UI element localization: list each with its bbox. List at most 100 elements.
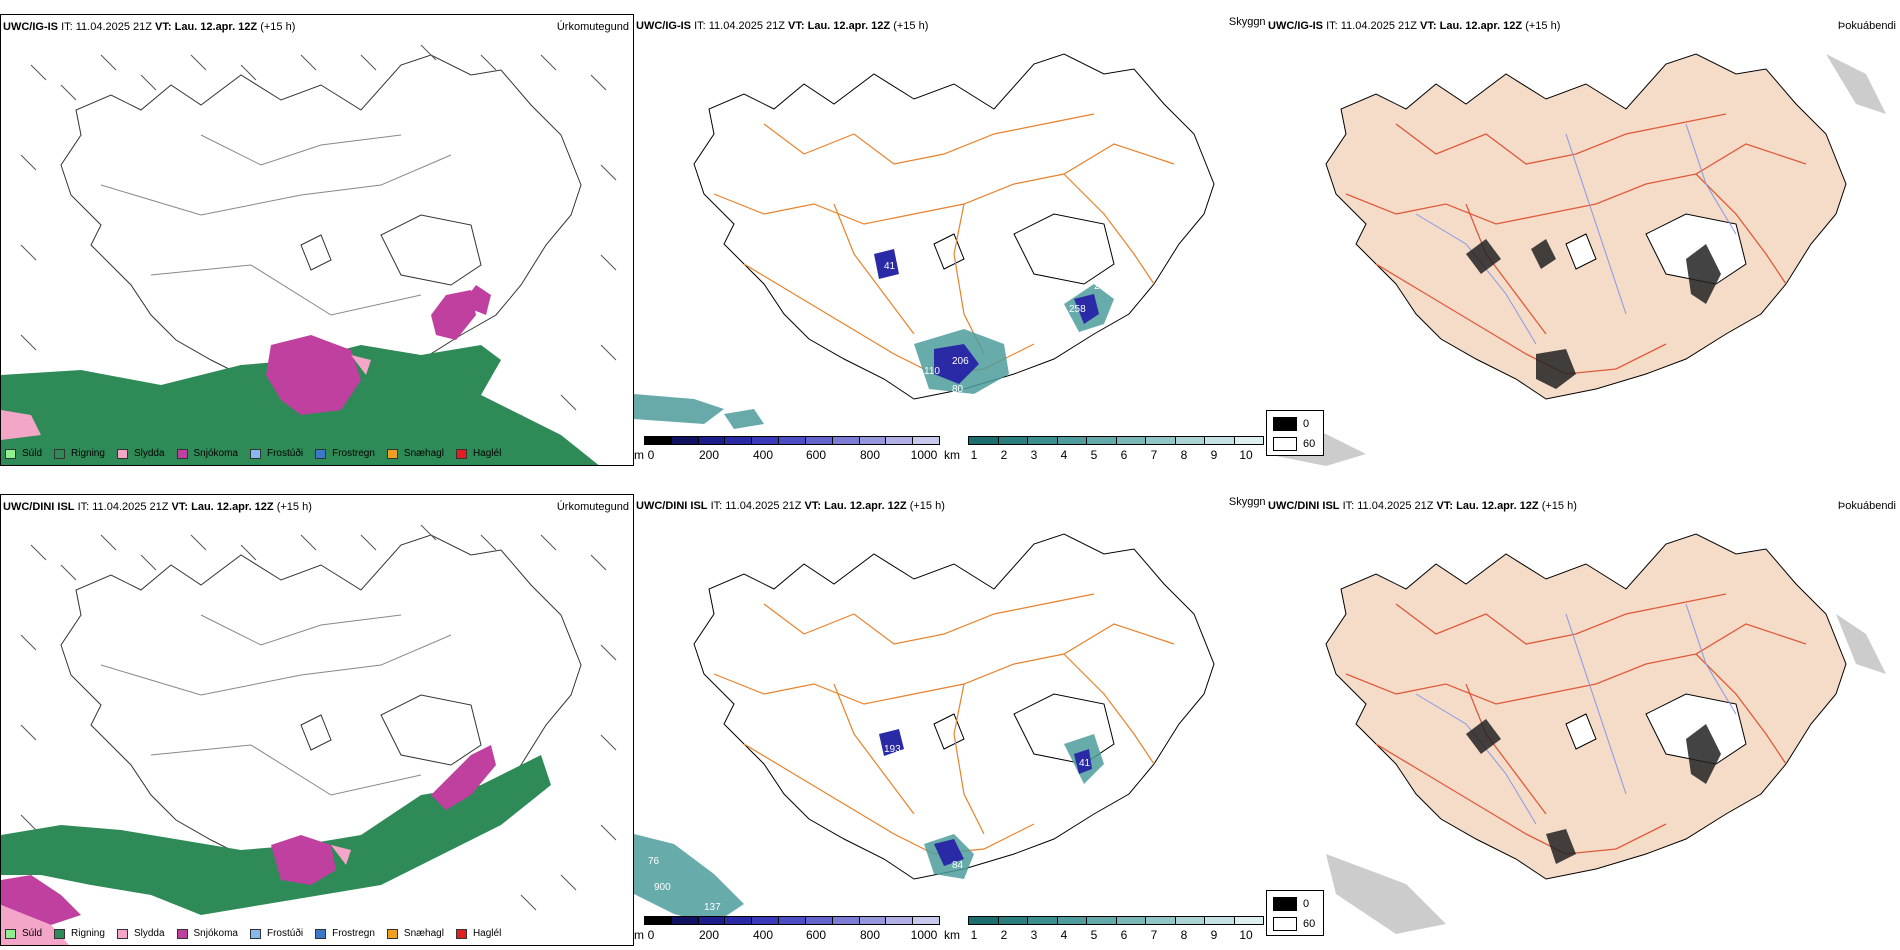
cloud-base-label: 206 — [952, 356, 969, 367]
legend-label: Frostúði — [266, 928, 304, 939]
road-network — [713, 593, 1175, 855]
glacier-outline — [1565, 713, 1597, 750]
visibility-colorbar: km 1 2 3 4 5 6 7 8 9 10 — [944, 436, 1266, 466]
colorbar-tick: 7 — [1150, 928, 1158, 942]
colorbar-tick: 200 — [698, 928, 720, 942]
panel-header: UWC/DINI ISL IT: 11.04.2025 21Z VT: Lau.… — [1268, 500, 1577, 512]
panel-header: UWC/DINI ISL IT: 11.04.2025 21Z VT: Lau.… — [3, 501, 312, 513]
road-network — [1345, 113, 1807, 375]
init-time: IT: 11.04.2025 21Z — [710, 500, 802, 512]
cloud-base-labels: 112 110 244 80 69 206 202 258 73 41 — [674, 261, 1111, 437]
legend-swatch — [5, 928, 16, 939]
glacier-outline — [1013, 693, 1115, 765]
panel-header: UWC/IG-IS IT: 11.04.2025 21Z VT: Lau. 12… — [3, 21, 295, 33]
cloud-base-label: 47 — [744, 866, 756, 877]
colorbar-unit: m — [634, 928, 644, 942]
legend-item: Frostregn — [315, 928, 375, 939]
legend-swatch — [455, 928, 467, 939]
fog-legend-swatch — [1273, 437, 1297, 451]
init-time: IT: 11.04.2025 21Z — [1342, 500, 1434, 512]
cloud-base-label: 69 — [962, 398, 974, 409]
legend-swatch — [455, 448, 467, 459]
fog-legend-swatch — [1273, 917, 1297, 931]
legend-item: Slydda — [116, 448, 165, 459]
colorbar-tick: 3 — [1030, 448, 1038, 462]
legend-label: Frostúði — [266, 448, 304, 459]
legend-item: Rigning — [54, 448, 105, 459]
legend-item: Súld — [5, 448, 42, 459]
panel-title: Þokuábendi — [1837, 500, 1896, 512]
colorbar-bar — [644, 916, 940, 925]
cloudbase-visibility-map-panel: 193 84 76 900 137 47 41 UWC/DINI ISL IT:… — [634, 494, 1266, 946]
colorbar-tick: 8 — [1180, 928, 1188, 942]
legend-label: Snjókoma — [193, 448, 238, 459]
fog-legend-label: 0 — [1303, 898, 1310, 910]
legend-label: Snæhagl — [403, 448, 444, 459]
fog-legend-swatch — [1273, 417, 1297, 431]
colorbar-unit: km — [944, 448, 960, 462]
legend-label: Haglél — [472, 448, 502, 459]
colorbar-bar — [968, 916, 1264, 925]
colorbar-tick: 2 — [1000, 448, 1008, 462]
legend-item: Haglél — [455, 448, 502, 459]
legend-swatch — [5, 448, 16, 459]
colorbar-tick: 8 — [1180, 448, 1188, 462]
valid-time: VT: Lau. 12.apr. 12Z — [1436, 500, 1539, 512]
legend-item: Snæhagl — [386, 928, 444, 939]
legend-swatch — [249, 928, 261, 939]
fog-index-map-panel: UWC/IG-IS IT: 11.04.2025 21Z VT: Lau. 12… — [1266, 14, 1900, 466]
colorbar-tick: 1000 — [910, 448, 938, 462]
iceland-coastline — [693, 533, 1215, 880]
fog-legend-row: 60 — [1273, 917, 1315, 931]
fog-legend-row: 0 — [1273, 897, 1309, 911]
visibility-colorbar: km 1 2 3 4 5 6 7 8 9 10 — [944, 916, 1266, 946]
valid-time: VT: Lau. 12.apr. 12Z — [1420, 20, 1523, 32]
colorbar-tick: 4 — [1060, 448, 1068, 462]
legend-label: Rigning — [71, 928, 105, 939]
cloud-base-label: 202 — [1094, 281, 1111, 292]
legend-swatch — [386, 448, 398, 459]
colorbar-unit: m — [634, 448, 644, 462]
colorbar-tick: 1 — [970, 928, 978, 942]
panel-header: UWC/IG-IS IT: 11.04.2025 21Z VT: Lau. 12… — [636, 20, 928, 32]
glacier-outline — [1645, 213, 1747, 285]
panel-title: Þokuábendi — [1837, 20, 1896, 32]
cloud-base-label: 41 — [1079, 758, 1091, 769]
glacier-outline — [380, 214, 482, 286]
glacier-outline — [933, 233, 965, 270]
cloud-base-label: 112 — [674, 426, 690, 437]
colorbar-tick: 6 — [1120, 448, 1128, 462]
legend-label: Rigning — [71, 448, 105, 459]
legend-swatch — [54, 448, 66, 459]
snow-area — [266, 285, 491, 415]
glacier-outline — [1565, 233, 1597, 270]
colorbar-tick: 3 — [1030, 928, 1038, 942]
lead-time: (+15 h) — [909, 500, 945, 512]
legend-item: Frostregn — [315, 448, 375, 459]
iceland-coastline — [693, 53, 1215, 400]
valid-time: VT: Lau. 12.apr. 12Z — [788, 20, 891, 32]
model-name: UWC/DINI ISL — [3, 501, 75, 513]
low-visibility-area — [634, 284, 1114, 429]
model-name: UWC/IG-IS — [1268, 20, 1323, 32]
legend-item: Snæhagl — [386, 448, 444, 459]
snow-area — [1, 745, 496, 925]
legend-swatch — [315, 448, 327, 459]
legend-label: Slydda — [133, 928, 165, 939]
road-network — [1345, 593, 1807, 855]
precip-legend: Súld Rigning Slydda Snjókoma Frostúði Fr… — [5, 928, 501, 939]
precip-legend: Súld Rigning Slydda Snjókoma Frostúði Fr… — [5, 448, 501, 459]
fog-legend-row: 0 — [1273, 417, 1309, 431]
cloud-base-label: 110 — [924, 366, 940, 377]
colorbar-tick: 0 — [647, 448, 655, 462]
fog-index-map — [1325, 533, 1886, 934]
cloud-base-label: 900 — [654, 882, 671, 893]
legend-label: Snæhagl — [403, 928, 444, 939]
init-time: IT: 11.04.2025 21Z — [61, 21, 152, 33]
model-name: UWC/IG-IS — [3, 21, 58, 33]
fog-area — [1466, 239, 1721, 389]
init-time: IT: 11.04.2025 21Z — [1326, 20, 1417, 32]
low-cloud-area — [879, 729, 1092, 866]
legend-item: Snjókoma — [176, 448, 238, 459]
fog-legend-label: 60 — [1303, 438, 1316, 450]
